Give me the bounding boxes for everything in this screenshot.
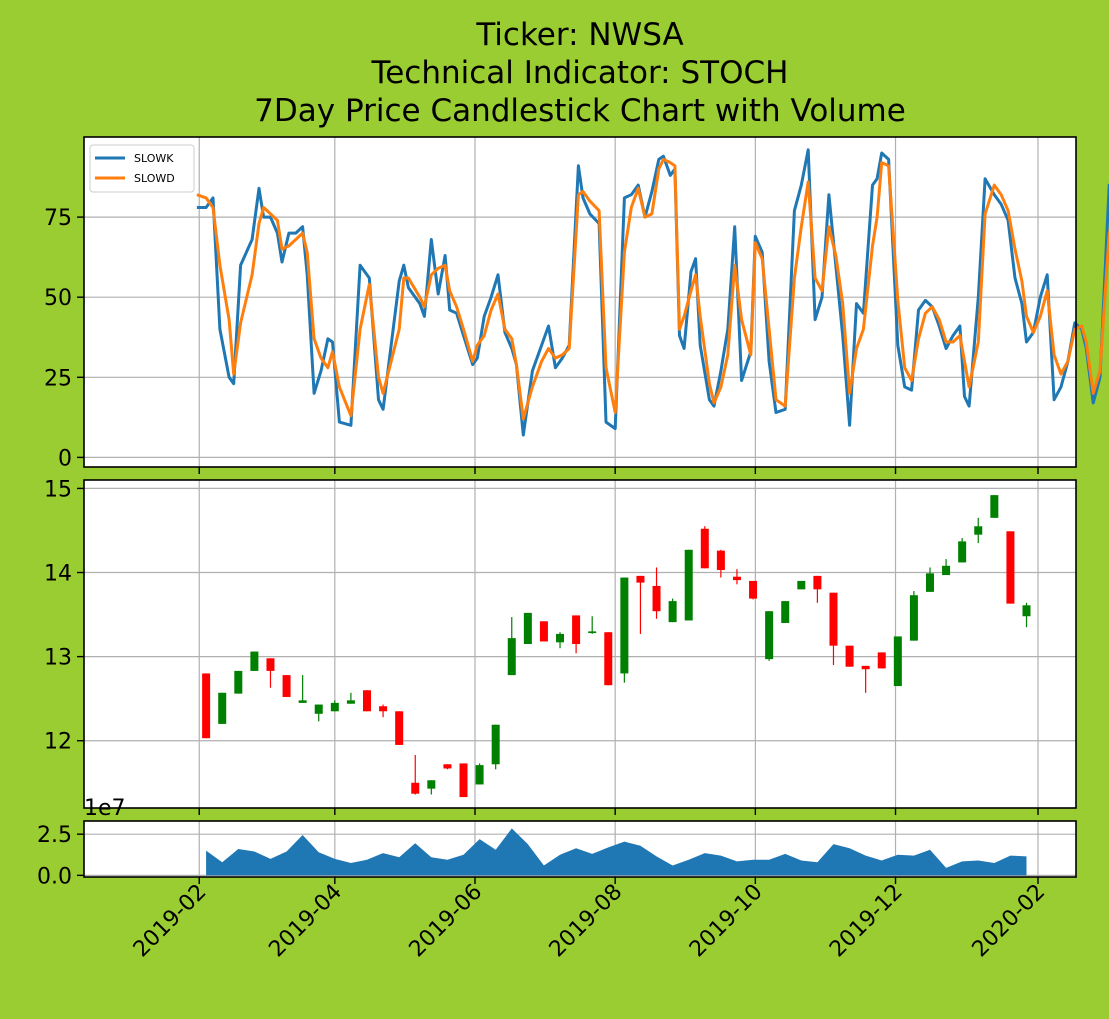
candle-body-28: [652, 585, 661, 612]
candle-body-48: [974, 526, 983, 535]
candle-body-14: [427, 780, 436, 789]
candle-body-38: [813, 575, 822, 590]
candle-body-7: [314, 704, 323, 714]
candle-body-26: [620, 577, 629, 674]
candle-body-36: [781, 601, 790, 623]
candle-body-50: [1006, 531, 1015, 604]
series-line-slowd: [196, 157, 1109, 421]
candle-body-40: [845, 645, 854, 667]
candle-body-42: [877, 652, 886, 669]
candle-body-33: [732, 576, 741, 581]
candle-body-11: [379, 706, 388, 712]
candle-body-43: [893, 636, 902, 687]
series-line-slowk: [196, 148, 1109, 437]
legend-label-slowk: SLOWK: [134, 152, 174, 165]
price-ytick-label-0: 12: [44, 730, 72, 755]
candle-body-29: [668, 601, 677, 623]
stoch-ytick-label-2: 50: [44, 286, 72, 311]
candle-body-21: [539, 621, 548, 642]
stoch-frame: [83, 136, 1077, 468]
stoch-ytick-label-1: 25: [44, 366, 72, 391]
candle-body-19: [507, 638, 516, 676]
candle-body-47: [958, 541, 967, 563]
chart-title-line-2: Technical Indicator: STOCH: [371, 55, 789, 91]
candle-body-34: [749, 580, 758, 599]
candle-body-25: [604, 632, 613, 686]
candle-body-27: [636, 575, 645, 583]
volume-frame: [83, 820, 1077, 878]
volume-scale-label: 1e7: [84, 796, 126, 821]
candle-body-6: [298, 700, 307, 703]
stoch-ytick-label-3: 75: [44, 206, 72, 231]
candle-body-22: [556, 633, 565, 643]
candle-body-2: [234, 670, 243, 694]
volume-ytick-label-0: 0.0: [37, 864, 72, 889]
candle-body-10: [362, 690, 371, 712]
candle-body-24: [588, 631, 597, 634]
price-ytick-label-1: 13: [44, 646, 72, 671]
candle-body-23: [572, 615, 581, 644]
candle-body-44: [909, 595, 918, 641]
candle-body-46: [942, 565, 951, 576]
volume-area: [206, 828, 1027, 876]
candle-body-18: [491, 724, 500, 765]
candle-body-1: [218, 692, 227, 724]
volume-panel: 0.0 2.5 1e7: [37, 796, 1077, 889]
candle-body-4: [266, 658, 275, 671]
price-ytick-label-2: 14: [44, 562, 72, 587]
candle-body-49: [990, 495, 999, 518]
candle-body-37: [797, 580, 806, 590]
candle-body-31: [700, 528, 709, 569]
price-ytick-label-3: 15: [44, 477, 72, 502]
candle-body-17: [475, 765, 484, 785]
candle-body-5: [282, 675, 291, 697]
candle-body-16: [459, 763, 468, 798]
candle-body-3: [250, 651, 259, 671]
legend-label-slowd: SLOWD: [134, 172, 175, 185]
candle-body-8: [330, 702, 339, 712]
candle-body-41: [861, 665, 870, 670]
legend: SLOWK SLOWD: [89, 144, 195, 193]
candle-body-35: [765, 611, 774, 660]
volume-ytick-label-1: 2.5: [37, 823, 72, 848]
stoch-panel: 0 25 50 75 SLOWK SLOWD: [44, 136, 1109, 474]
candle-body-30: [684, 549, 693, 621]
stoch-ytick-label-0: 0: [58, 446, 72, 471]
candle-body-20: [523, 612, 532, 644]
chart-title-line-3: 7Day Price Candlestick Chart with Volume: [254, 93, 906, 129]
price-panel: 12 13 14 15: [44, 477, 1077, 815]
candle-body-51: [1022, 605, 1031, 617]
candle-body-45: [925, 573, 934, 592]
candle-body-9: [346, 700, 355, 704]
candle-body-13: [411, 782, 420, 794]
candle-body-12: [395, 711, 404, 745]
price-frame: [83, 479, 1077, 809]
candle-body-32: [716, 550, 725, 570]
candle-body-15: [443, 764, 452, 769]
candle-body-0: [202, 673, 211, 739]
candle-body-39: [829, 592, 838, 646]
chart-title-line-1: Ticker: NWSA: [475, 17, 683, 53]
